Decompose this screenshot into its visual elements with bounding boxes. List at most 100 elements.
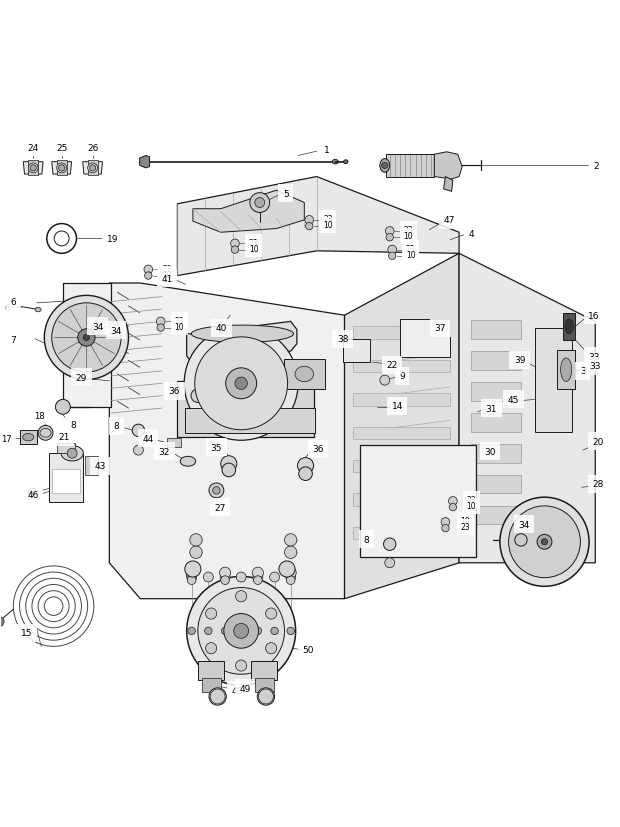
Polygon shape (177, 381, 314, 437)
Circle shape (236, 660, 247, 672)
Circle shape (382, 163, 388, 170)
Text: 47: 47 (443, 216, 455, 225)
Circle shape (380, 375, 390, 385)
Bar (185, 409, 316, 433)
Circle shape (306, 223, 313, 231)
Ellipse shape (565, 319, 574, 334)
Circle shape (187, 576, 296, 686)
Text: 39: 39 (514, 356, 526, 365)
Text: 10: 10 (406, 251, 415, 260)
Text: 24: 24 (27, 144, 39, 153)
Circle shape (515, 534, 527, 547)
Text: 50: 50 (303, 645, 314, 654)
Circle shape (157, 324, 164, 332)
Text: 15: 15 (21, 629, 33, 638)
Bar (20, 431, 37, 444)
Circle shape (220, 572, 230, 582)
Text: 33: 33 (590, 362, 601, 371)
Text: 33: 33 (588, 352, 600, 361)
Circle shape (265, 643, 277, 654)
Text: 10: 10 (249, 245, 259, 254)
Polygon shape (459, 254, 595, 563)
Circle shape (537, 535, 552, 549)
Bar (198, 661, 224, 681)
Bar (471, 476, 521, 494)
Circle shape (237, 628, 245, 635)
Text: 23: 23 (162, 265, 172, 273)
Circle shape (224, 614, 259, 648)
Circle shape (0, 617, 4, 627)
Circle shape (206, 608, 217, 619)
Text: 30: 30 (484, 447, 496, 457)
Circle shape (286, 576, 295, 585)
Circle shape (198, 588, 285, 674)
Circle shape (221, 628, 229, 635)
Circle shape (144, 273, 152, 280)
Text: 23: 23 (174, 316, 184, 325)
Text: 37: 37 (435, 323, 446, 332)
Text: 45: 45 (508, 395, 519, 404)
Circle shape (221, 457, 237, 472)
Circle shape (231, 240, 239, 248)
Polygon shape (63, 284, 111, 408)
Text: 10: 10 (467, 502, 476, 511)
Circle shape (222, 464, 236, 477)
Bar (285, 359, 325, 390)
Text: 16: 16 (588, 311, 600, 320)
Circle shape (257, 688, 275, 705)
Ellipse shape (87, 164, 97, 174)
Circle shape (388, 246, 397, 255)
Bar (167, 439, 180, 447)
Text: 48: 48 (232, 686, 243, 695)
Circle shape (156, 318, 165, 327)
Text: 18: 18 (34, 412, 45, 420)
Text: 27: 27 (215, 503, 226, 512)
Text: 8: 8 (70, 420, 76, 429)
Circle shape (195, 337, 288, 430)
Ellipse shape (343, 160, 348, 165)
Bar (343, 339, 370, 363)
Circle shape (250, 194, 270, 213)
Circle shape (285, 534, 297, 547)
Circle shape (55, 400, 70, 414)
Circle shape (253, 572, 263, 582)
Circle shape (191, 390, 205, 403)
Circle shape (213, 487, 220, 495)
Circle shape (221, 576, 229, 585)
Ellipse shape (192, 326, 293, 343)
Ellipse shape (560, 358, 572, 382)
Text: 36: 36 (169, 387, 180, 396)
Circle shape (500, 498, 589, 586)
Circle shape (210, 689, 225, 704)
Circle shape (83, 335, 89, 342)
Text: 23: 23 (323, 215, 333, 224)
Text: 19: 19 (107, 235, 118, 244)
Bar (84, 457, 98, 476)
Circle shape (226, 368, 257, 399)
Circle shape (270, 572, 280, 582)
Circle shape (185, 562, 201, 577)
Text: 31: 31 (485, 404, 497, 413)
Text: 34: 34 (110, 326, 122, 335)
Text: 20: 20 (593, 437, 604, 447)
Bar (471, 383, 521, 401)
Bar (471, 414, 521, 432)
Circle shape (186, 567, 197, 579)
Text: 14: 14 (391, 402, 403, 410)
Circle shape (188, 628, 195, 635)
Polygon shape (187, 322, 297, 364)
Circle shape (205, 628, 212, 635)
Text: 44: 44 (143, 434, 154, 443)
Text: 46: 46 (27, 490, 39, 500)
Circle shape (255, 198, 265, 208)
Text: 42: 42 (26, 488, 38, 496)
Bar (353, 361, 450, 373)
Ellipse shape (380, 160, 390, 173)
Bar (471, 444, 521, 463)
Bar (471, 351, 521, 370)
Ellipse shape (23, 434, 34, 442)
Circle shape (541, 539, 547, 545)
Circle shape (441, 525, 449, 533)
Polygon shape (193, 191, 304, 233)
Bar (251, 661, 277, 681)
